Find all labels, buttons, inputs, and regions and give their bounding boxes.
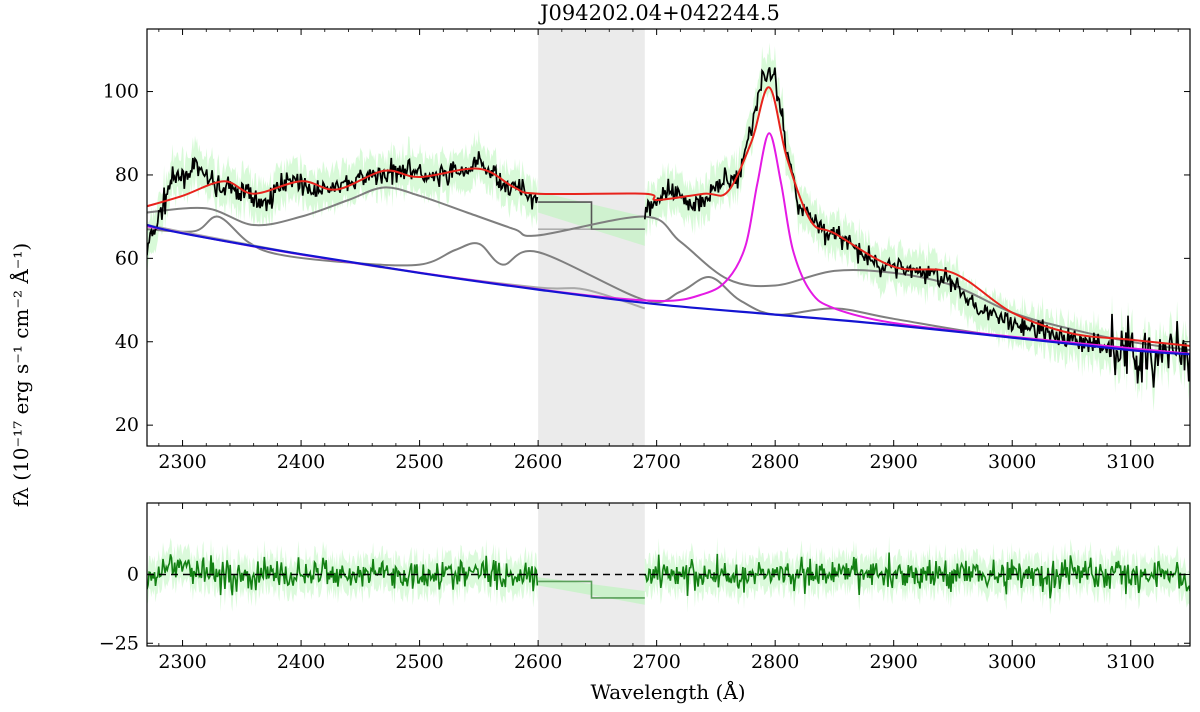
y-tick-label: 100: [103, 81, 139, 103]
x-tick-label: 2700: [632, 451, 680, 473]
y-axis-label: fλ (10⁻¹⁷ erg s⁻¹ cm⁻² Å⁻¹): [8, 243, 33, 507]
x-tick-label: 2400: [277, 451, 325, 473]
spectrum-panel: 2300 2400 2500 2600 2700 2800 2900 3000 3100 20 40…: [103, 28, 1191, 473]
x-tick-label: 2300: [158, 651, 206, 673]
x-tick-label: 2900: [870, 451, 918, 473]
x-tick-label: 2500: [395, 451, 443, 473]
x-tick-label: 2600: [514, 651, 562, 673]
x-tick-label: 2500: [395, 651, 443, 673]
total-model-line: [147, 86, 1190, 347]
x-tick-label: 3000: [988, 651, 1036, 673]
y-tick-label: −25: [99, 632, 139, 654]
residual-panel: 2300 2400 2500 2600 2700 2800 2900 3000 3100 −25 0: [99, 502, 1191, 673]
y-tick-label: 80: [115, 164, 139, 186]
x-tick-label: 2800: [751, 451, 799, 473]
x-tick-label: 3100: [1107, 651, 1155, 673]
chart-title: J094202.04+042244.5: [538, 1, 780, 25]
x-tick-label: 2800: [751, 651, 799, 673]
x-tick-label: 2900: [870, 651, 918, 673]
x-axis-label: Wavelength (Å): [590, 679, 745, 704]
x-tick-label: 3100: [1107, 451, 1155, 473]
y-tick-label: 40: [115, 331, 139, 353]
x-tick-label: 2600: [514, 451, 562, 473]
spectrum-frame: [146, 28, 1191, 447]
y-tick-label: 20: [115, 414, 139, 436]
x-tick-label: 2400: [277, 651, 325, 673]
x-tick-label: 2700: [632, 651, 680, 673]
y-tick-label: 0: [127, 564, 139, 586]
observed-flux-line: [147, 151, 539, 256]
residual-line: [147, 554, 539, 596]
continuum-model: [147, 223, 1190, 356]
y-tick-label: 60: [115, 247, 139, 269]
x-tick-label: 3000: [988, 451, 1036, 473]
masked-residual-step: [538, 580, 645, 599]
x-tick-label: 2300: [158, 451, 206, 473]
residual-line: [644, 552, 1190, 599]
data-error-band: [644, 42, 1190, 412]
